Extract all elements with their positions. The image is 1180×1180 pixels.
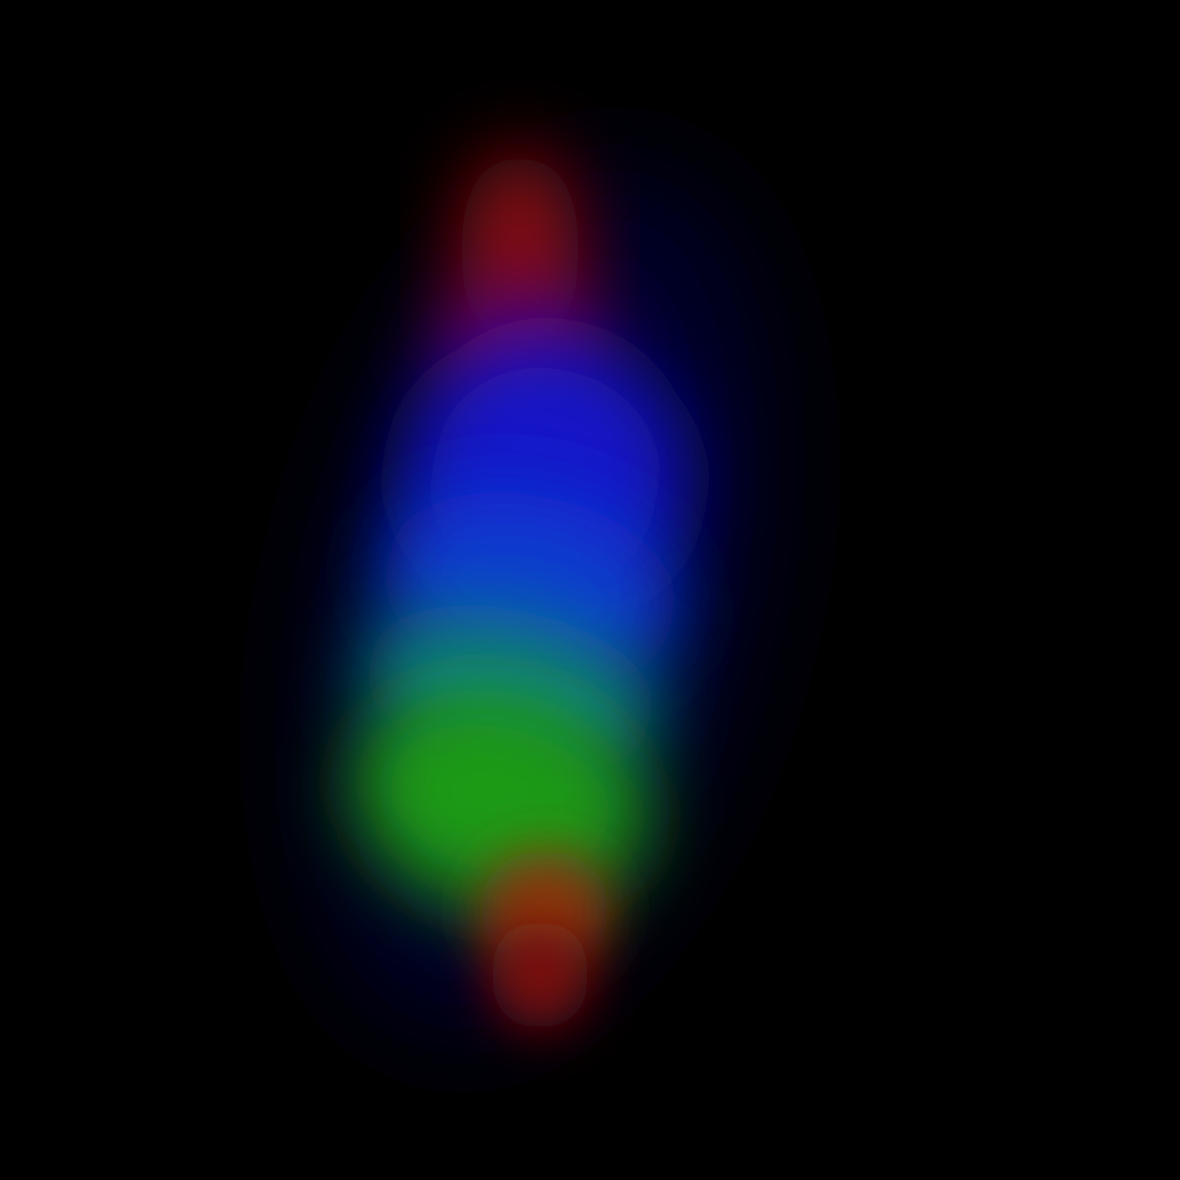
red-bottom-region (490, 920, 590, 1030)
emission-blob (310, 150, 770, 1030)
